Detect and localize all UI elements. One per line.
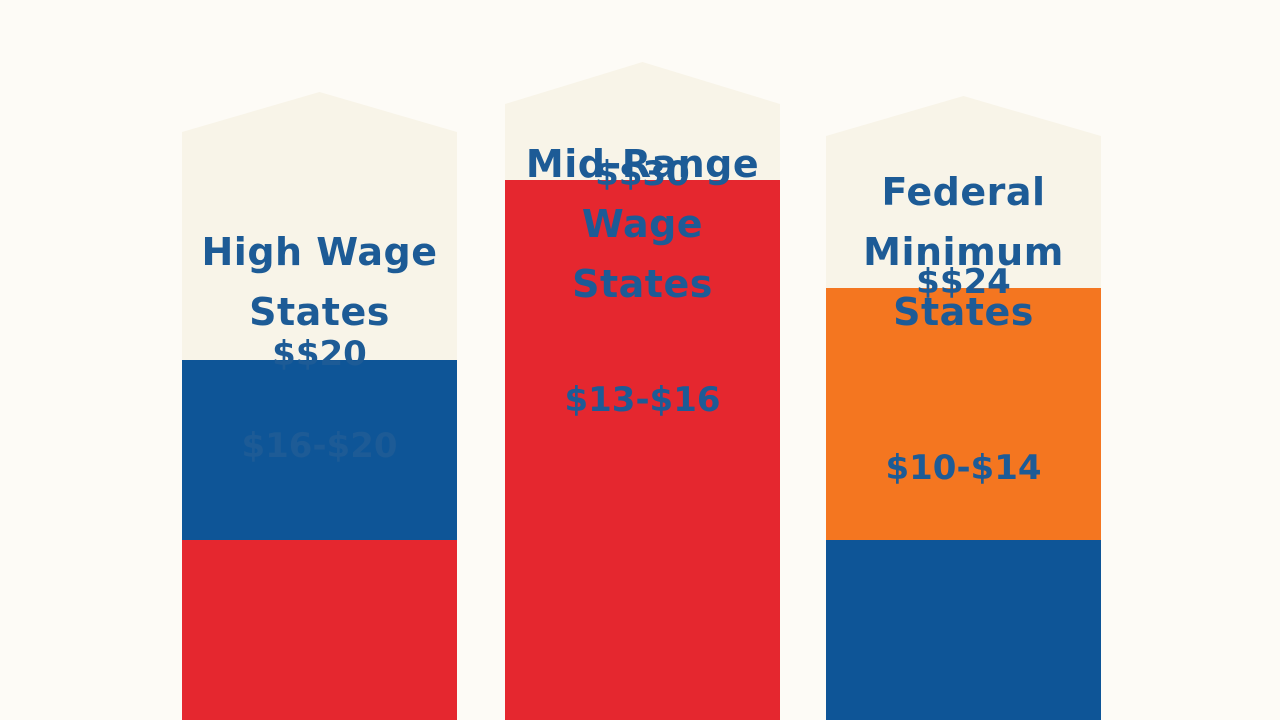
bar-value-label: $$24 [916, 262, 1011, 302]
category-label-line: Wage [581, 202, 704, 246]
category-label-line: Minimum [863, 230, 1064, 274]
bar-value-label: $$30 [595, 154, 690, 194]
bar-segment [826, 288, 1101, 540]
category-label-line: States [893, 290, 1034, 334]
category-label-line: High Wage [201, 230, 438, 274]
category-label-high-wage: High Wage States [182, 222, 457, 342]
wage-range-label: $16-$20 [241, 426, 398, 466]
category-label-line: Mid-Range [525, 142, 760, 186]
bar-value-label: $$20 [272, 334, 367, 374]
wage-range-label: $10-$14 [885, 448, 1042, 488]
category-label-line: Federal [881, 170, 1046, 214]
category-label-mid-range: Mid-Range Wage States [505, 134, 780, 314]
wage-range-label: $13-$16 [564, 380, 721, 420]
bar-segment [505, 180, 780, 720]
bar-segment [182, 360, 457, 540]
bar-segment [182, 540, 457, 720]
category-label-line: States [249, 290, 390, 334]
bar-segment [826, 540, 1101, 720]
category-label-line: States [572, 262, 713, 306]
category-label-federal-minimum: Federal Minimum States [826, 162, 1101, 342]
